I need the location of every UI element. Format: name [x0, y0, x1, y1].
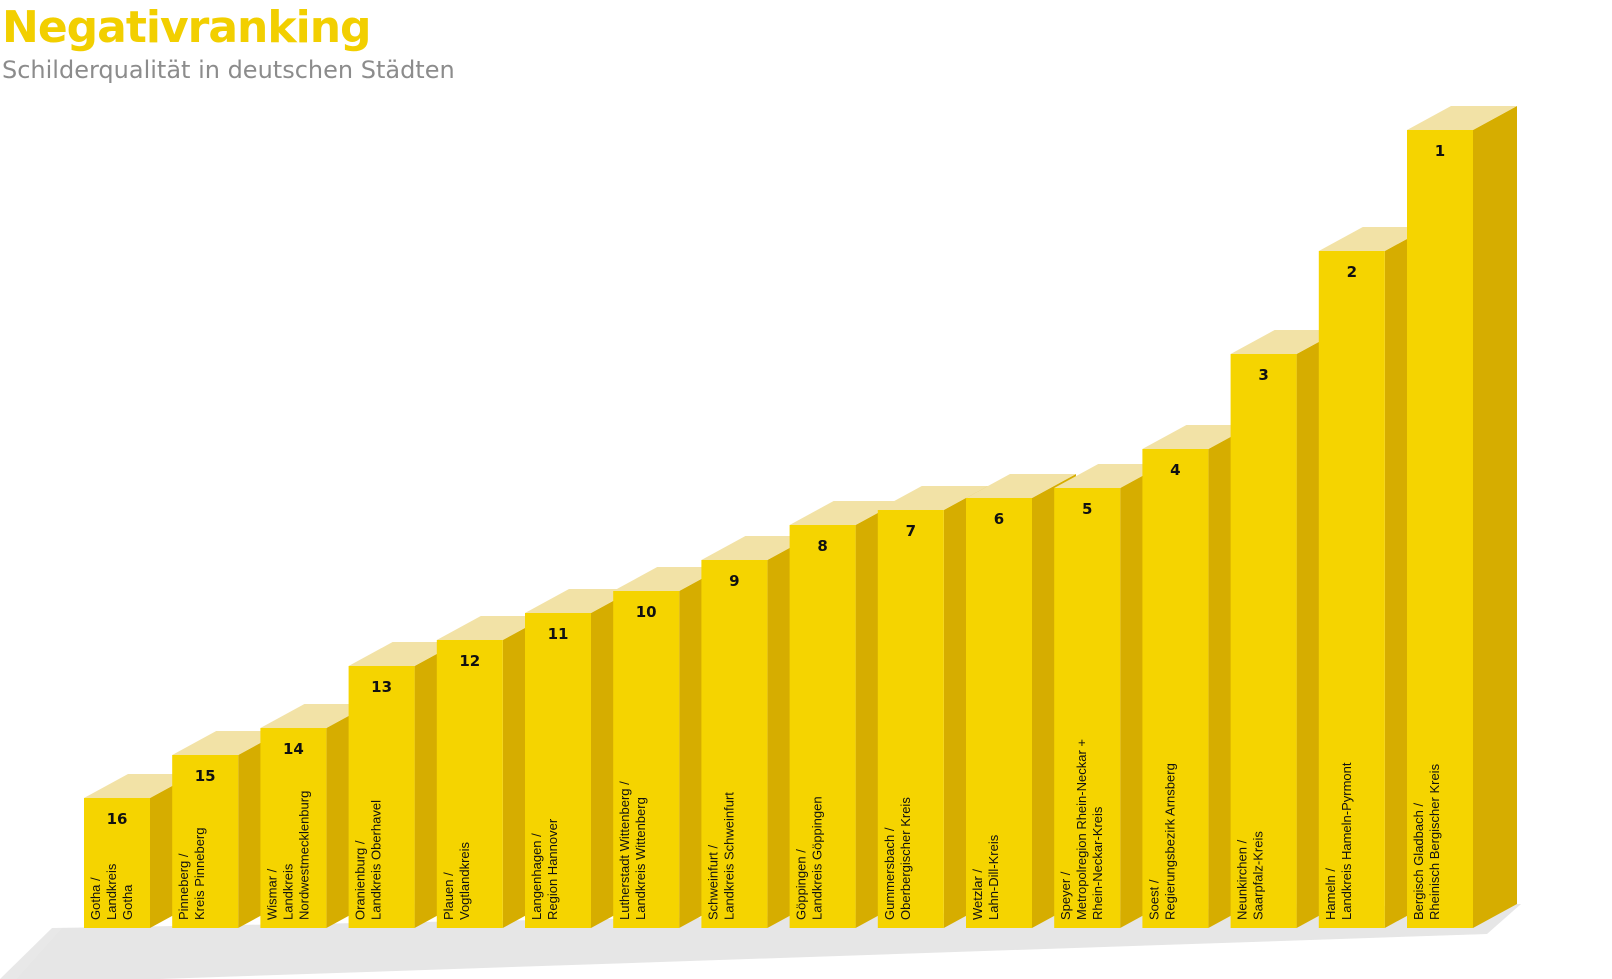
category-label: Lutherstadt Wittenberg / [617, 781, 632, 920]
rank-label: 6 [994, 510, 1004, 528]
bar [1142, 449, 1209, 928]
category-label: Landkreis Göppingen [810, 796, 825, 920]
bar [789, 525, 856, 928]
bar-top [1407, 106, 1517, 130]
bar-group-rank-5: 5 Speyer / Metropolregion Rhein-Neckar + Rh… [1054, 464, 1165, 928]
category-label: Neunkirchen / [1235, 839, 1250, 920]
chart-subtitle: Schilderqualität in deutschen Städten [2, 56, 455, 84]
category-label: Hameln / [1323, 868, 1338, 920]
rank-label: 9 [729, 572, 739, 590]
bar-top [1142, 425, 1253, 449]
category-label: Lahn-Dill-Kreis [986, 834, 1001, 920]
category-label: Rheinisch Bergischer Kreis [1427, 763, 1442, 920]
bar-top [525, 589, 635, 613]
rank-label: 3 [1258, 366, 1268, 384]
category-label: Speyer / [1058, 871, 1073, 920]
category-label: Pinneberg / [176, 853, 191, 920]
category-label: Landkreis [104, 863, 119, 920]
bar [84, 798, 150, 928]
rank-label: 5 [1082, 500, 1092, 518]
rank-label: 15 [195, 767, 216, 785]
rank-label: 7 [906, 522, 916, 540]
bar-top [701, 536, 812, 560]
bar [172, 755, 239, 928]
category-label: Bergisch Gladbach / [1411, 803, 1426, 920]
bar-top [172, 731, 283, 755]
bar [701, 560, 768, 928]
category-label: Region Hannover [545, 818, 560, 920]
bar-group-rank-9: 9 Schweinfurt / Landkreis Schweinfurt [701, 536, 812, 928]
category-label: Saarpfalz-Kreis [1251, 831, 1266, 920]
rank-label: 16 [107, 810, 128, 828]
rank-label: 2 [1347, 263, 1357, 281]
bar-top [1054, 464, 1165, 488]
rank-label: 4 [1170, 461, 1180, 479]
category-label: Gotha / [88, 877, 103, 920]
bar-top [1230, 330, 1341, 354]
bar [877, 510, 944, 928]
category-label: Landkreis Oberhavel [369, 800, 384, 920]
bar-top [613, 567, 724, 591]
rank-label: 12 [459, 652, 480, 670]
rank-label: 10 [636, 603, 657, 621]
category-label: Oranienburg / [353, 840, 368, 920]
category-label: Göppingen / [794, 849, 809, 920]
category-label: Vogtlandkreis [457, 841, 472, 920]
category-label: Kreis Pinneberg [192, 828, 207, 921]
bar [1407, 130, 1473, 928]
rank-label: 8 [817, 537, 827, 555]
bar-top [348, 642, 459, 666]
bar-top [789, 501, 900, 525]
bar [1318, 251, 1385, 928]
bar-top [877, 486, 988, 510]
bar-group-rank-4: 4 Soest / Regierungsbezirk Arnsberg [1142, 425, 1253, 928]
category-label: Landkreis Hameln-Pyrmont [1339, 762, 1354, 920]
bar-side [1473, 106, 1517, 928]
bar [525, 613, 591, 928]
bar [348, 666, 415, 928]
rank-label: 11 [548, 625, 569, 643]
bar [260, 728, 327, 928]
category-label: Landkreis [280, 863, 295, 920]
category-label: Schweinfurt / [705, 844, 720, 920]
category-label: Oberbergischer Kreis [898, 797, 913, 920]
bar-group-rank-11: 11 Langenhagen / Region Hannover [525, 589, 635, 928]
bar [436, 640, 503, 928]
category-label: Metropolregion Rhein-Neckar + [1074, 739, 1089, 920]
bar-group-rank-12: 12 Plauen / Vogtlandkreis [436, 616, 547, 928]
bar [966, 498, 1032, 928]
bar [1054, 488, 1121, 928]
bar-top [1318, 227, 1429, 251]
rank-label: 1 [1435, 142, 1445, 160]
bar-top [84, 774, 194, 798]
bar-group-rank-1: 1 Bergisch Gladbach / Rheinisch Bergischer… [1407, 106, 1517, 928]
bar [1230, 354, 1297, 928]
category-label: Nordwestmecklenburg [296, 791, 311, 920]
category-label: Plauen / [441, 872, 456, 920]
category-label: Wetzlar / [970, 869, 985, 920]
chart-title: Negativranking [2, 2, 372, 53]
bar [613, 591, 680, 928]
category-label: Regierungsbezirk Arnsberg [1162, 763, 1177, 920]
category-label: Soest / [1146, 879, 1161, 920]
category-label: Landkreis Wittenberg [633, 797, 648, 920]
bar-top [966, 474, 1076, 498]
category-label: Gummersbach / [882, 827, 897, 920]
rank-label: 14 [283, 740, 304, 758]
category-label: Rhein-Neckar-Kreis [1090, 806, 1105, 920]
bar-top [260, 704, 371, 728]
category-label: Langenhagen / [529, 833, 544, 920]
category-label: Landkreis Schweinfurt [721, 792, 736, 920]
category-label: Wismar / [264, 868, 279, 920]
rank-label: 13 [371, 678, 392, 696]
bar-top [436, 616, 547, 640]
category-label: Gotha [120, 884, 135, 920]
